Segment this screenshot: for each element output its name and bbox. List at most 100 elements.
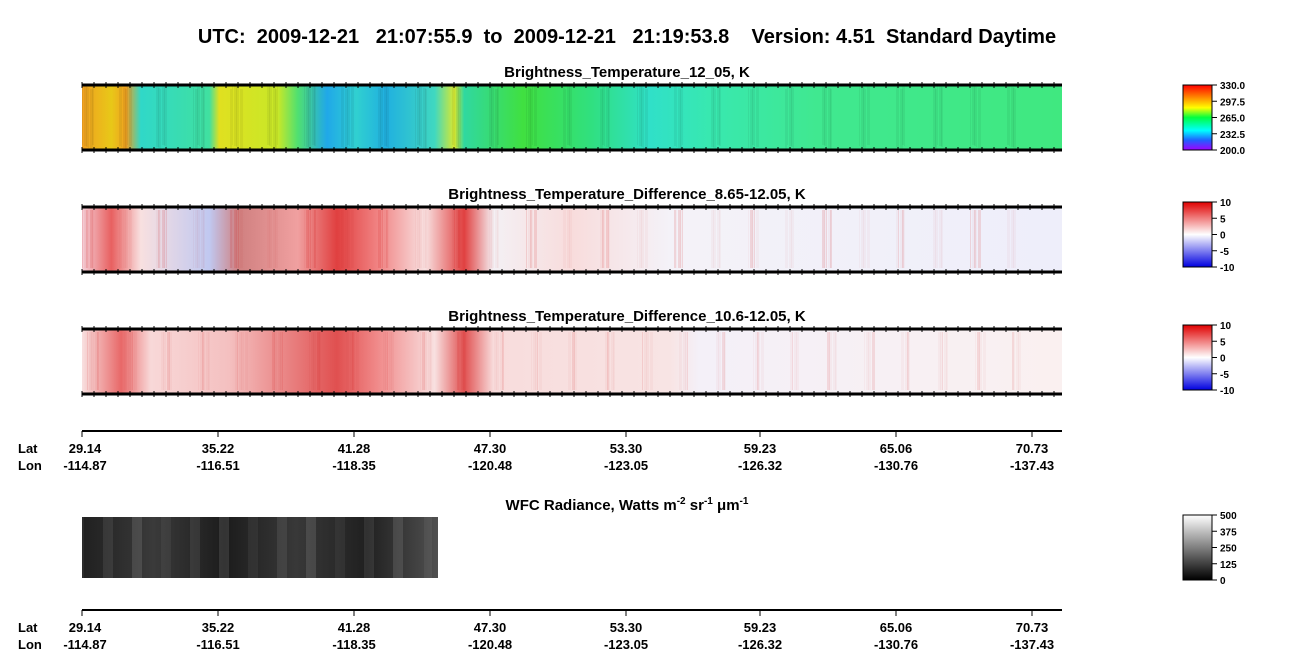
- image-streak: [382, 85, 383, 145]
- image-streak: [425, 210, 427, 268]
- image-streak: [310, 517, 312, 578]
- image-streak: [285, 517, 287, 578]
- image-streak: [364, 517, 366, 578]
- image-streak: [682, 85, 683, 145]
- image-streak: [343, 517, 345, 578]
- image-streak: [457, 332, 459, 390]
- image-streak: [378, 88, 381, 148]
- image-streak: [935, 89, 937, 149]
- image-streak: [164, 86, 166, 146]
- lon-value: -130.76: [874, 458, 918, 473]
- image-streak: [535, 332, 537, 390]
- image-streak: [103, 517, 105, 578]
- image-streak: [822, 210, 825, 268]
- image-streak: [111, 517, 113, 578]
- image-streak: [981, 332, 982, 390]
- lon-value: -123.05: [604, 458, 648, 473]
- image-streak: [539, 332, 542, 390]
- image-streak: [975, 332, 976, 390]
- title-part: sr: [686, 497, 705, 514]
- image-streak: [793, 88, 794, 148]
- image-streak: [348, 332, 349, 390]
- image-streak: [637, 210, 638, 268]
- image-streak: [397, 517, 399, 578]
- image-streak: [230, 210, 232, 268]
- colorbar-label: 0: [1220, 576, 1226, 587]
- image-streak: [643, 210, 644, 268]
- image-streak: [315, 332, 316, 390]
- image-streak: [271, 210, 272, 268]
- image-streak: [391, 332, 393, 390]
- image-streak: [752, 85, 754, 145]
- image-streak: [1009, 210, 1010, 268]
- image-streak: [715, 210, 716, 268]
- image-streak: [127, 85, 128, 145]
- image-streak: [339, 517, 341, 578]
- image-streak: [426, 332, 427, 390]
- image-streak: [717, 85, 720, 145]
- image-streak: [90, 210, 93, 268]
- image-streak: [785, 89, 787, 149]
- image-streak: [134, 517, 136, 578]
- image-streak: [346, 332, 348, 390]
- image-streak: [240, 89, 243, 149]
- image-streak: [401, 517, 403, 578]
- image-streak: [1009, 86, 1010, 146]
- image-streak: [571, 87, 572, 147]
- image-streak: [387, 332, 388, 390]
- image-streak: [164, 210, 166, 268]
- image-streak: [426, 517, 428, 578]
- image-streak: [526, 210, 527, 268]
- image-streak: [787, 210, 788, 268]
- image-streak: [87, 332, 88, 390]
- image-streak: [904, 86, 905, 146]
- image-streak: [460, 89, 461, 149]
- image-streak: [715, 89, 716, 149]
- image-streak: [1020, 332, 1021, 390]
- image-streak: [82, 210, 83, 268]
- lon-value: -118.35: [332, 458, 375, 473]
- image-streak: [121, 210, 122, 268]
- image-streak: [604, 210, 605, 268]
- colorbar-label: 5: [1220, 337, 1226, 348]
- image-streak: [724, 332, 726, 390]
- image-streak: [234, 210, 237, 268]
- image-streak: [650, 332, 653, 390]
- lon-value: -116.51: [196, 458, 239, 473]
- image-streak: [165, 332, 166, 390]
- image-streak: [171, 332, 172, 390]
- image-streak: [417, 85, 420, 145]
- image-streak: [196, 517, 198, 578]
- image-streak: [791, 87, 793, 147]
- image-streak: [941, 87, 943, 147]
- image-streak: [676, 210, 677, 268]
- image-streak: [227, 517, 229, 578]
- colorbar: [1182, 514, 1213, 581]
- image-streak: [384, 86, 387, 146]
- image-streak: [202, 332, 204, 390]
- image-streak: [415, 210, 416, 268]
- image-streak: [132, 517, 134, 578]
- image-streak: [937, 85, 938, 145]
- image-streak: [314, 86, 316, 146]
- image-streak: [1011, 87, 1014, 147]
- image-streak: [235, 332, 237, 390]
- image-streak: [82, 517, 84, 578]
- colorbar-label: 265.0: [1220, 114, 1245, 125]
- image-streak: [208, 332, 210, 390]
- image-streak: [713, 88, 715, 148]
- image-streak: [273, 88, 276, 148]
- image-streak: [165, 517, 167, 578]
- image-streak: [238, 88, 239, 148]
- panel-image: [82, 329, 1062, 394]
- image-streak: [722, 332, 725, 390]
- lat-value: 65.06: [880, 620, 913, 635]
- image-streak: [162, 85, 165, 145]
- image-streak: [792, 332, 793, 390]
- image-streak: [161, 517, 163, 578]
- image-streak: [97, 332, 99, 390]
- lat-label: Lat: [18, 441, 38, 456]
- image-streak: [198, 517, 200, 578]
- image-streak: [489, 86, 492, 146]
- image-streak: [109, 517, 111, 578]
